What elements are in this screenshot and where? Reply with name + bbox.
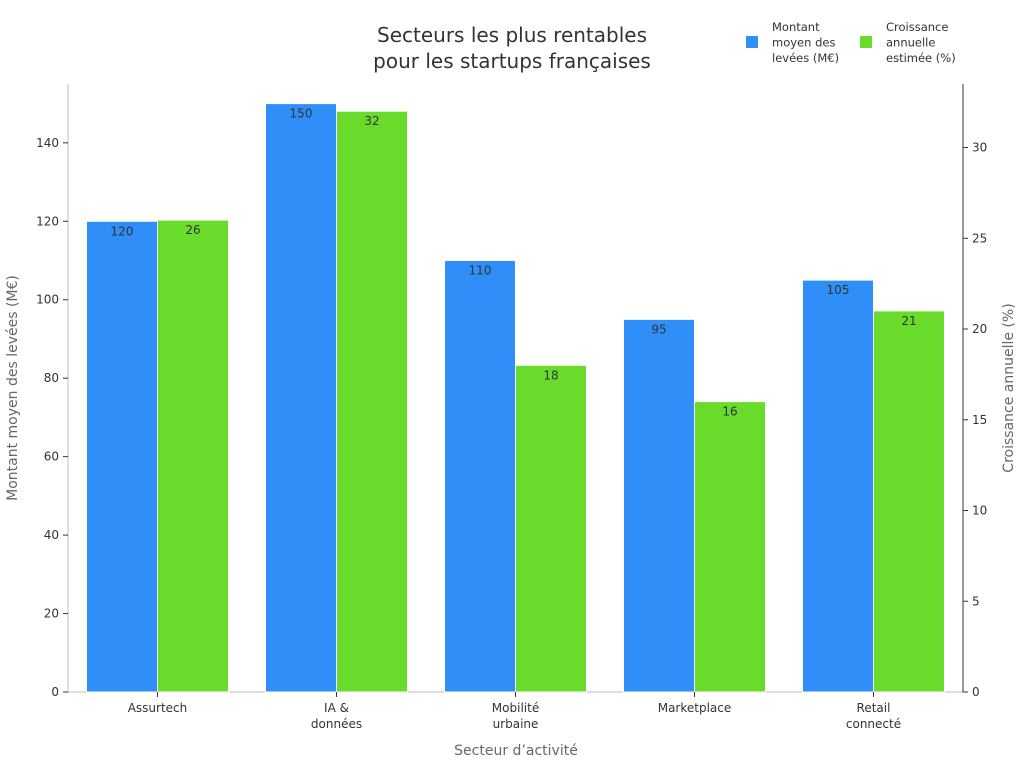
bar-value-label: 95: [651, 322, 666, 336]
bar-value-label: 16: [722, 405, 737, 419]
bar-value-label: 21: [901, 314, 916, 328]
bar-value-label: 120: [111, 224, 134, 238]
left-tick-label: 80: [44, 371, 59, 385]
left-tick-label: 0: [51, 685, 59, 699]
x-tick-label: données: [311, 717, 362, 731]
bar-montant: [802, 279, 874, 693]
bar-montant: [623, 318, 695, 693]
bar-croissance: [336, 110, 408, 693]
left-tick-label: 20: [44, 607, 59, 621]
right-tick-label: 10: [972, 504, 987, 518]
right-tick-label: 0: [972, 685, 980, 699]
legend-swatch: [746, 36, 758, 48]
bar-montant: [86, 220, 158, 693]
chart-title-line: pour les startups françaises: [373, 49, 651, 73]
x-tick-label: Assurtech: [128, 701, 188, 715]
bar-croissance: [873, 310, 945, 693]
bar-value-label: 150: [290, 107, 313, 121]
legend-label: estimée (%): [886, 51, 956, 65]
x-tick-label: Mobilité: [492, 701, 539, 715]
bar-croissance: [515, 364, 587, 693]
y-axis-right-title: Croissance annuelle (%): [1001, 303, 1017, 472]
bar-value-label: 26: [185, 223, 200, 237]
bar-value-label: 18: [543, 368, 558, 382]
x-tick-label: connecté: [846, 717, 901, 731]
bar-value-label: 110: [469, 264, 492, 278]
left-tick-label: 40: [44, 528, 59, 542]
right-tick-label: 20: [972, 322, 987, 336]
left-tick-label: 60: [44, 450, 59, 464]
right-tick-label: 5: [972, 594, 980, 608]
legend-label: annuelle: [886, 36, 935, 50]
x-tick-label: Marketplace: [658, 701, 732, 715]
legend-label: moyen des: [772, 36, 835, 50]
legend-label: Croissance: [886, 20, 948, 34]
chart-title-line: Secteurs les plus rentables: [377, 23, 647, 47]
bar-croissance: [157, 219, 229, 693]
bar-montant: [265, 103, 337, 693]
left-tick-label: 100: [36, 293, 59, 307]
legend-swatch: [860, 36, 872, 48]
x-axis-title: Secteur d’activité: [454, 743, 578, 759]
right-tick-label: 15: [972, 413, 987, 427]
x-tick-label: IA &: [324, 701, 349, 715]
bar-value-label: 105: [827, 283, 850, 297]
bar-montant: [444, 260, 516, 693]
left-tick-label: 120: [36, 214, 59, 228]
bar-croissance: [694, 401, 766, 693]
x-tick-label: urbaine: [493, 717, 539, 731]
y-axis-left-title: Montant moyen des levées (M€): [5, 275, 21, 501]
legend-label: Montant: [772, 20, 820, 34]
left-tick-label: 140: [36, 136, 59, 150]
right-tick-label: 25: [972, 231, 987, 245]
bar-value-label: 32: [364, 114, 379, 128]
right-tick-label: 30: [972, 141, 987, 155]
legend-label: levées (M€): [772, 51, 839, 65]
x-tick-label: Retail: [857, 701, 891, 715]
